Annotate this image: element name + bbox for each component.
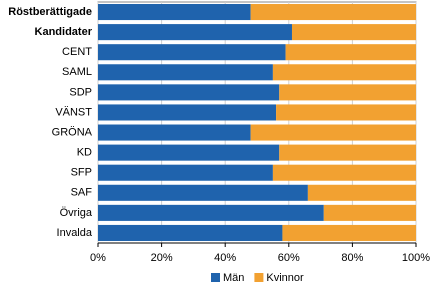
bar-segment bbox=[279, 84, 416, 101]
bar-segment bbox=[98, 224, 283, 241]
bar-segment bbox=[282, 224, 416, 241]
y-tick-label: SAML bbox=[62, 66, 92, 78]
bar-segment bbox=[98, 4, 251, 21]
y-tick-label: Invalda bbox=[57, 227, 93, 239]
bar-segment bbox=[250, 124, 416, 141]
y-tick-label: CENT bbox=[62, 46, 92, 58]
legend-swatch bbox=[211, 273, 220, 282]
bar-segment bbox=[98, 144, 280, 161]
legend-label: Män bbox=[223, 272, 244, 284]
y-tick-label: SFP bbox=[71, 167, 92, 179]
bar-segment bbox=[291, 24, 416, 41]
y-tick-label: Övriga bbox=[60, 207, 93, 219]
x-tick-label: 100% bbox=[402, 252, 430, 264]
x-tick-label: 20% bbox=[151, 252, 173, 264]
bar-segment bbox=[98, 104, 277, 121]
bar-segment bbox=[98, 164, 273, 181]
x-tick-label: 80% bbox=[341, 252, 363, 264]
bar-segment bbox=[250, 4, 416, 21]
bar-segment bbox=[98, 124, 251, 141]
bar-segment bbox=[307, 184, 416, 201]
plot-area bbox=[97, 1, 417, 244]
bar-segment bbox=[276, 104, 416, 121]
bar-segment bbox=[98, 184, 308, 201]
y-tick-label: VÄNST bbox=[55, 106, 92, 118]
y-tick-label: Röstberättigade bbox=[8, 6, 92, 18]
legend-label: Kvinnor bbox=[266, 272, 304, 284]
bar-segment bbox=[279, 144, 416, 161]
bar-segment bbox=[98, 44, 286, 61]
bar-segment bbox=[98, 84, 280, 101]
y-tick-label: KD bbox=[77, 147, 92, 159]
bar-segment bbox=[272, 64, 416, 81]
bar-segment bbox=[323, 204, 416, 221]
bar-segment bbox=[285, 44, 416, 61]
y-tick-label: SAF bbox=[71, 187, 93, 199]
y-tick-label: GRÖNA bbox=[52, 126, 93, 138]
bar-segment bbox=[272, 164, 416, 181]
bar-segment bbox=[98, 204, 324, 221]
y-tick-label: SDP bbox=[69, 86, 92, 98]
bar-segment bbox=[98, 64, 273, 81]
legend-swatch bbox=[254, 273, 264, 282]
x-tick-label: 60% bbox=[278, 252, 300, 264]
bar-segment bbox=[98, 24, 292, 41]
y-tick-label: Kandidater bbox=[35, 26, 93, 38]
x-tick-label: 40% bbox=[214, 252, 236, 264]
x-tick-label: 0% bbox=[90, 252, 106, 264]
